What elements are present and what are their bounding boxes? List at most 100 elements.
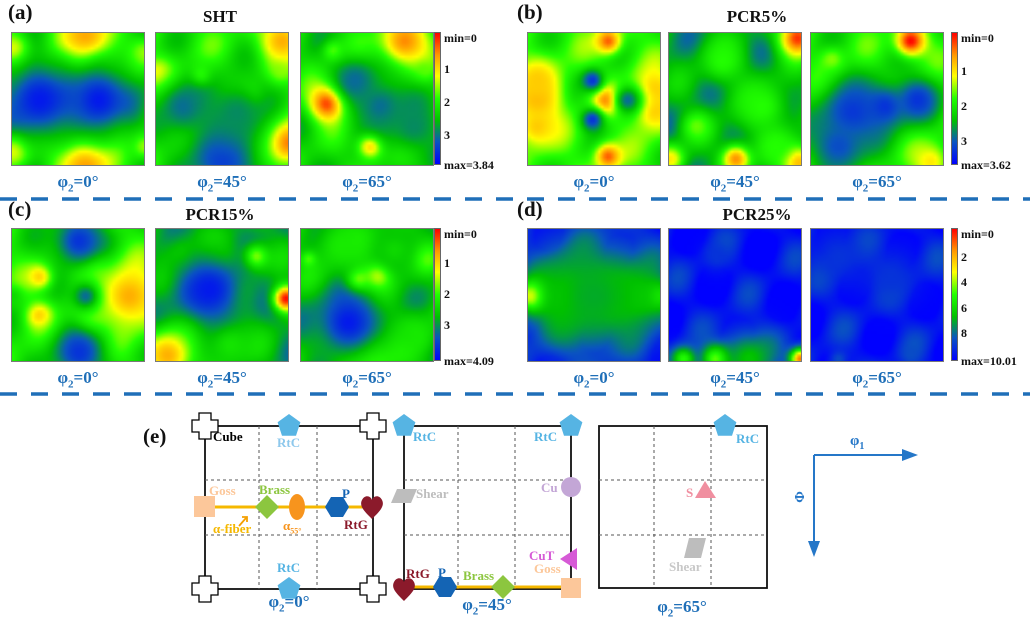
odf-map	[300, 228, 434, 362]
odf-map	[11, 32, 145, 166]
grid-phi2-0	[191, 412, 387, 603]
colorbar-min-label: min=0	[444, 31, 477, 45]
rtc-pentagon-icon	[713, 414, 737, 436]
colorbar-tick-label: 2	[961, 249, 967, 264]
alpha-fiber-arrow-icon	[238, 517, 247, 527]
colorbar-min-label: min=0	[444, 227, 477, 241]
phi2-label: φ2=65°	[342, 172, 392, 195]
label-s: S	[686, 485, 694, 500]
rtc-pentagon-icon	[277, 414, 301, 436]
phi1-arrow-icon	[902, 449, 918, 461]
odf-heatmap-canvas	[156, 33, 288, 165]
rtc-pentagon-icon	[559, 414, 583, 436]
label-rtc-left: RtC	[413, 429, 437, 444]
phi2-label: φ2=0°	[57, 368, 99, 391]
phi2-label: φ2=65°	[852, 172, 902, 195]
colorbar-tick-label: 1	[444, 255, 450, 270]
caption-phi2-0: φ2=0°	[268, 592, 310, 615]
phi2-label: φ2=0°	[573, 368, 615, 391]
label-p: P	[342, 486, 350, 501]
panel-letter-e: (e)	[143, 424, 167, 448]
grid-phi2-65	[598, 414, 768, 589]
panel-letter-d: (d)	[517, 197, 543, 221]
odf-heatmap-canvas	[811, 33, 943, 165]
odf-heatmap-canvas	[12, 229, 144, 361]
label-rtc-bottom: RtC	[277, 560, 301, 575]
colorbar-max-label: max=4.09	[444, 354, 494, 368]
panel-title-pcr25: PCR25%	[722, 205, 792, 224]
euler-axes	[808, 449, 918, 557]
label-rtc: RtC	[736, 431, 760, 446]
panel-letter-c: (c)	[8, 197, 32, 221]
grid-phi2-45	[391, 414, 583, 601]
cube-marker-icon	[359, 575, 387, 603]
colorbar-tick-label: 8	[961, 325, 967, 340]
label-goss: Goss	[209, 483, 236, 498]
colorbar-tick-label: 4	[961, 275, 967, 290]
odf-map	[155, 228, 289, 362]
label-cut: CuT	[529, 548, 555, 563]
colorbar-max-label: max=10.01	[961, 354, 1017, 368]
rtg-heart-icon	[361, 496, 383, 519]
label-alpha-fiber: α-fiber	[213, 521, 252, 536]
odf-heatmap-canvas	[156, 229, 288, 361]
s-triangle-icon	[695, 481, 716, 498]
axis-label-phi1: φ1	[850, 433, 865, 453]
label-shear: Shear	[416, 486, 449, 501]
label-cu: Cu	[541, 480, 558, 495]
label-goss: Goss	[534, 561, 561, 576]
colorbar	[434, 32, 441, 165]
cu-circle-icon	[561, 477, 581, 497]
panel-letter-b: (b)	[517, 0, 543, 24]
colorbar-tick-label: 6	[961, 300, 967, 315]
rtg-heart-icon	[393, 578, 415, 601]
phi2-label: φ2=65°	[852, 368, 902, 391]
colorbar-min-label: min=0	[961, 227, 994, 241]
goss-square-icon	[194, 496, 215, 517]
colorbar-tick-label: 2	[961, 98, 967, 113]
brass-diamond-icon	[255, 495, 279, 519]
colorbar-tick-label: 3	[444, 127, 450, 142]
goss-square-icon	[561, 578, 581, 598]
label-rtg: RtG	[344, 517, 368, 532]
brass-diamond-icon	[491, 575, 515, 599]
cube-marker-icon	[359, 412, 387, 440]
odf-map	[668, 228, 802, 362]
axis-label-Phi: Φ	[792, 491, 808, 503]
caption-phi2-65: φ2=65°	[657, 597, 707, 620]
odf-heatmap-canvas	[528, 33, 660, 165]
phi2-label: φ2=65°	[342, 368, 392, 391]
label-rtg: RtG	[406, 566, 430, 581]
colorbar-tick-label: 1	[444, 61, 450, 76]
odf-map	[527, 32, 661, 166]
label-shear: Shear	[669, 559, 702, 574]
odf-map	[155, 32, 289, 166]
colorbar	[951, 228, 958, 361]
odf-heatmap-canvas	[669, 229, 801, 361]
odf-heatmap-canvas	[12, 33, 144, 165]
panel-title-sht: SHT	[202, 7, 238, 26]
phi2-label: φ2=0°	[573, 172, 615, 195]
phi2-label: φ2=45°	[710, 172, 760, 195]
shear-parallelogram-icon	[684, 538, 706, 558]
label-rtc-right: RtC	[534, 429, 558, 444]
phi2-label: φ2=45°	[710, 368, 760, 391]
panel-title-pcr5: PCR5%	[726, 7, 788, 26]
odf-heatmap-canvas	[301, 33, 433, 165]
phi2-label: φ2=45°	[197, 368, 247, 391]
colorbar-tick-label: 2	[444, 94, 450, 109]
odf-map	[11, 228, 145, 362]
caption-phi2-45: φ2=45°	[462, 595, 512, 618]
phi2-label: φ2=0°	[57, 172, 99, 195]
phi2-label: φ2=45°	[197, 172, 247, 195]
odf-map	[300, 32, 434, 166]
label-alpha55-sub: 55°	[290, 526, 302, 536]
label-alpha55-text: α	[283, 518, 291, 533]
colorbar-tick-label: 2	[444, 286, 450, 301]
cube-marker-icon	[191, 575, 219, 603]
rtc-pentagon-icon	[392, 414, 416, 436]
label-alpha55: α55°	[283, 519, 301, 539]
label-p: P	[438, 565, 446, 580]
label-brass: Brass	[463, 568, 495, 583]
odf-map	[810, 32, 944, 166]
